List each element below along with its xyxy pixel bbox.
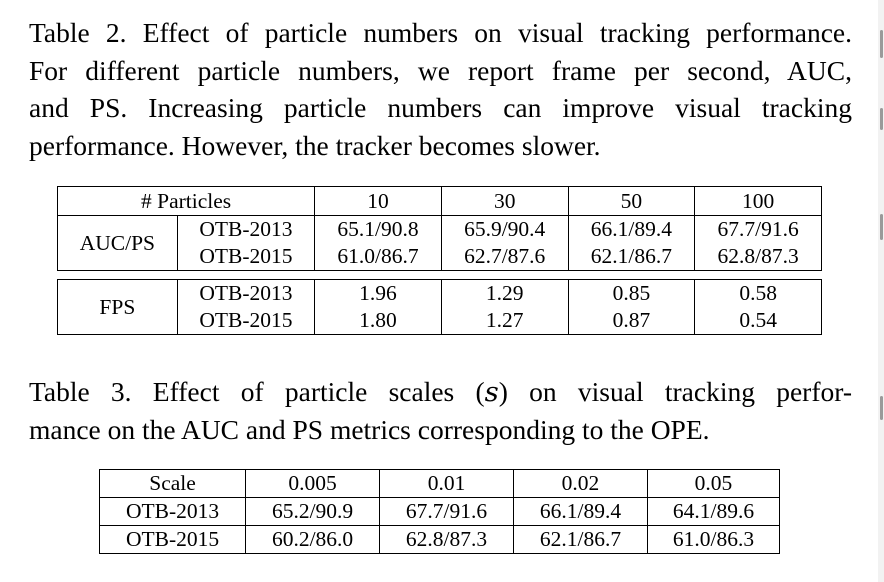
value: 0.58 [739,281,777,305]
metric-cell: FPS [57,279,178,335]
dataset-cell: OTB-2013 OTB-2015 [176,215,316,271]
value: 0.87 [612,308,651,332]
dataset-cell: OTB-2013 [98,497,247,526]
dataset-label: OTB-2013 [199,217,293,241]
value-cell: 60.2/86.0 [245,525,381,554]
caption-line: mance on the AUC and PS metrics correspo… [29,413,710,445]
value-cell: 0.58 0.54 [694,279,822,335]
value-cell: 64.1/89.6 [646,497,781,526]
caption-line: Table 2. Effect of particle numbers on v… [29,17,852,48]
value: 1.80 [359,308,397,332]
value-cell: 62.8/87.3 [379,525,514,554]
scrollbar-thumb[interactable] [880,30,883,58]
header-cell: # Particles [56,186,316,216]
vertical-scrollbar[interactable] [878,0,884,582]
particle-numbers-table: # Particles 10 30 50 100 AUC/PS OTB-2013… [56,186,822,335]
value: 67.7/91.6 [717,217,799,241]
header-cell: 100 [694,186,822,216]
header-cell: 0.01 [379,469,514,498]
value-cell: 62.1/86.7 [513,525,648,554]
metric-cell: AUC/PS [57,215,178,271]
value: 0.54 [739,308,777,332]
dataset-cell: OTB-2013 OTB-2015 [176,279,316,335]
caption-line: Table 3. Effect of particle scales (𝑠) o… [29,376,852,407]
value: 1.29 [485,281,524,305]
table2-caption: Table 2. Effect of particle numbers on v… [29,14,852,164]
value: 62.8/87.3 [717,244,799,268]
value-cell: 0.85 0.87 [567,279,696,335]
value: 0.85 [612,281,651,305]
value-cell: 61.0/86.3 [646,525,781,554]
scrollbar-thumb[interactable] [880,108,883,130]
header-cell: 50 [567,186,696,216]
dataset-label: OTB-2015 [199,308,293,332]
dataset-label: OTB-2015 [199,244,293,268]
scrollbar-thumb[interactable] [880,214,883,240]
value: 66.1/89.4 [590,217,673,241]
value: 62.1/86.7 [590,244,673,268]
value: 1.96 [359,281,397,305]
table-gap [57,270,822,280]
table-header-row: # Particles 10 30 50 100 [56,186,822,216]
header-cell: 0.05 [646,469,781,498]
header-cell: 0.02 [513,469,648,498]
scrollbar-thumb[interactable] [880,396,883,420]
value: 62.7/87.6 [464,244,546,268]
caption-line: performance. However, the tracker become… [29,129,601,161]
particle-scales-table: Scale 0.005 0.01 0.02 0.05 OTB-2013 65.2… [98,469,781,554]
table-row: AUC/PS OTB-2013 OTB-2015 65.1/90.8 61.0/… [57,215,822,271]
table-row: FPS OTB-2013 OTB-2015 1.96 1.80 1.29 1.2… [57,279,822,335]
header-cell: 10 [314,186,442,216]
table3-caption: Table 3. Effect of particle scales (𝑠) o… [29,373,852,448]
value-cell: 66.1/89.4 62.1/86.7 [567,215,696,271]
value-cell: 65.9/90.4 62.7/87.6 [440,215,569,271]
value-cell: 65.2/90.9 [245,497,381,526]
caption-line: and PS. Increasing particle numbers can … [29,92,852,123]
value-cell: 65.1/90.8 61.0/86.7 [314,215,442,271]
value-cell: 67.7/91.6 62.8/87.3 [694,215,822,271]
value-cell: 66.1/89.4 [513,497,648,526]
value-cell: 67.7/91.6 [379,497,514,526]
value-cell: 1.96 1.80 [314,279,442,335]
caption-line: For different particle numbers, we repor… [29,54,852,86]
table-row: OTB-2015 60.2/86.0 62.8/87.3 62.1/86.7 6… [98,525,781,554]
value: 1.27 [485,308,524,332]
dataset-label: OTB-2013 [199,281,293,305]
header-cell: Scale [98,469,247,498]
header-cell: 0.005 [245,469,381,498]
value: 61.0/86.7 [337,244,419,268]
value: 65.1/90.8 [337,217,419,241]
header-cell: 30 [440,186,569,216]
table-header-row: Scale 0.005 0.01 0.02 0.05 [98,469,781,498]
table-row: OTB-2013 65.2/90.9 67.7/91.6 66.1/89.4 6… [98,497,781,526]
value: 65.9/90.4 [464,217,546,241]
value-cell: 1.29 1.27 [440,279,569,335]
dataset-cell: OTB-2015 [98,525,247,554]
